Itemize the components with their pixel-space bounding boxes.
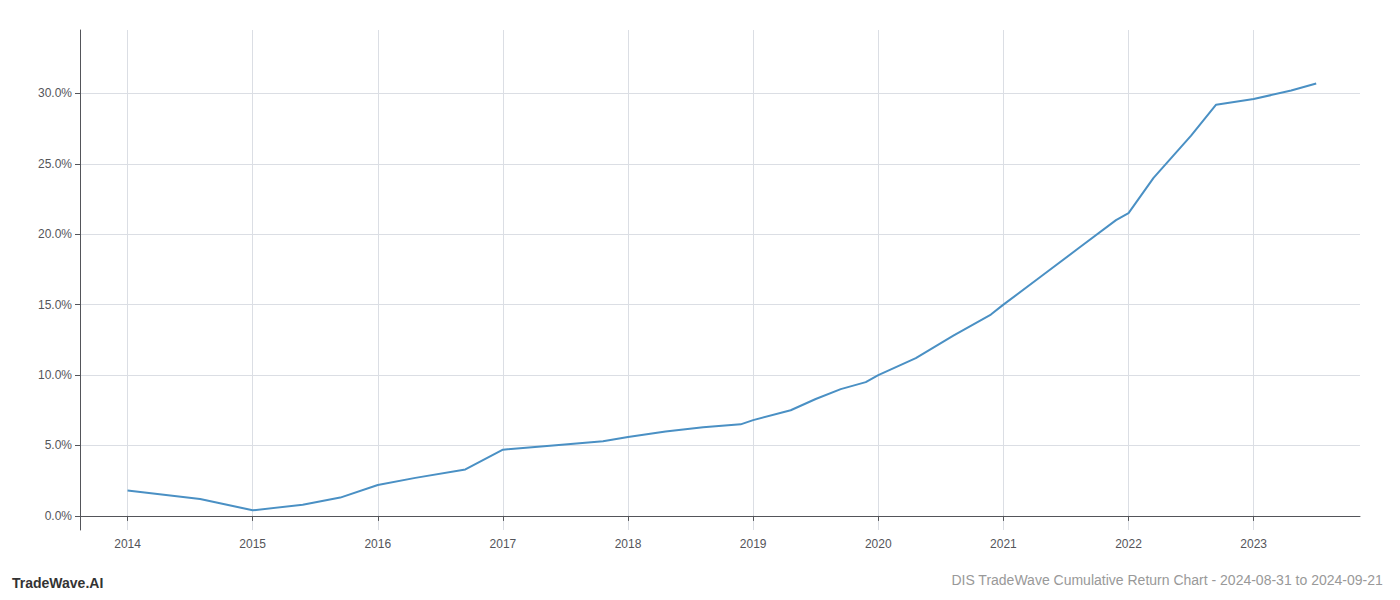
svg-text:30.0%: 30.0% bbox=[38, 86, 72, 100]
svg-text:15.0%: 15.0% bbox=[38, 298, 72, 312]
svg-text:2018: 2018 bbox=[615, 537, 642, 551]
svg-text:5.0%: 5.0% bbox=[45, 438, 73, 452]
svg-text:2016: 2016 bbox=[364, 537, 391, 551]
svg-text:2019: 2019 bbox=[740, 537, 767, 551]
svg-text:2017: 2017 bbox=[490, 537, 517, 551]
svg-text:2015: 2015 bbox=[239, 537, 266, 551]
svg-text:DIS TradeWave Cumulative Retur: DIS TradeWave Cumulative Return Chart - … bbox=[951, 572, 1383, 588]
svg-text:25.0%: 25.0% bbox=[38, 157, 72, 171]
svg-text:2020: 2020 bbox=[865, 537, 892, 551]
svg-text:2014: 2014 bbox=[114, 537, 141, 551]
svg-text:10.0%: 10.0% bbox=[38, 368, 72, 382]
svg-text:20.0%: 20.0% bbox=[38, 227, 72, 241]
svg-text:TradeWave.AI: TradeWave.AI bbox=[12, 575, 103, 591]
svg-text:2023: 2023 bbox=[1240, 537, 1267, 551]
svg-text:2022: 2022 bbox=[1115, 537, 1142, 551]
svg-text:0.0%: 0.0% bbox=[45, 509, 73, 523]
svg-text:2021: 2021 bbox=[990, 537, 1017, 551]
